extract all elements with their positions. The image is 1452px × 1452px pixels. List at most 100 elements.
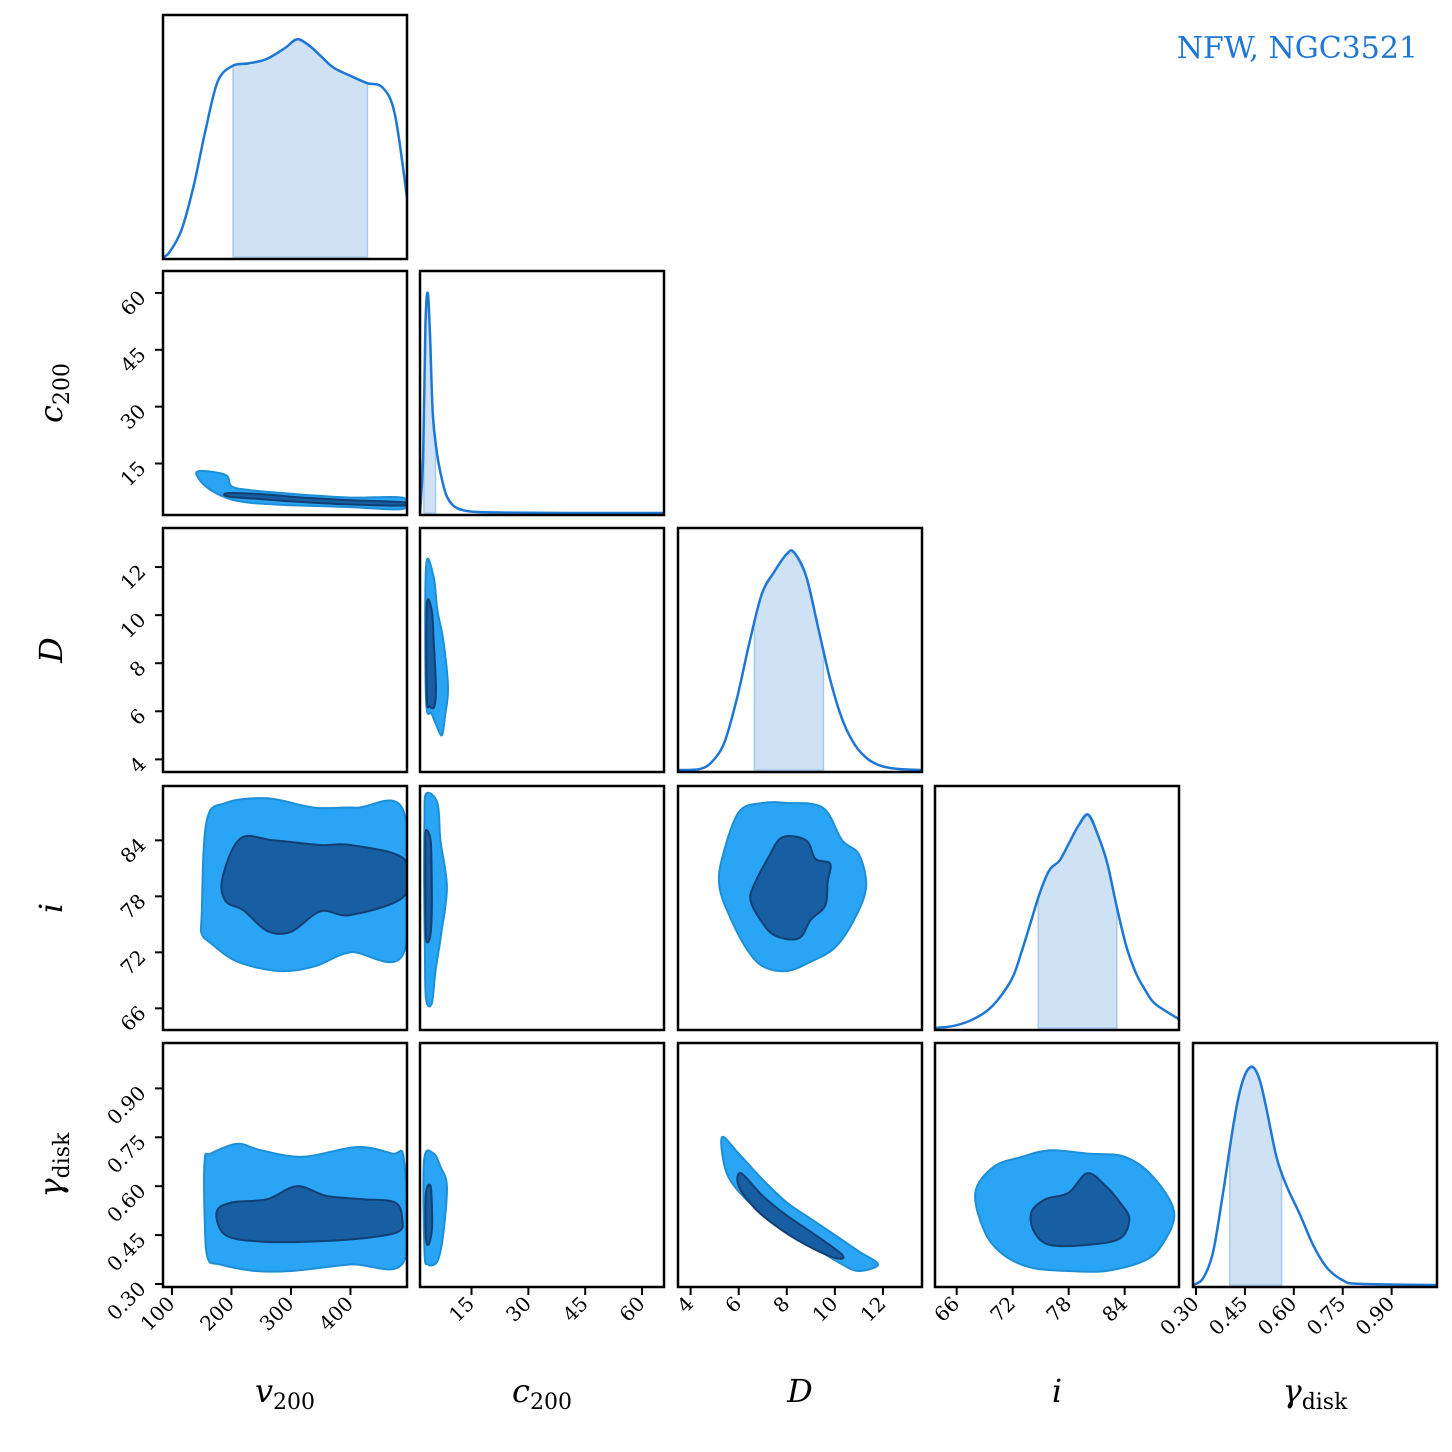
- marginal-panel-gamma_disk: [1192, 1065, 1438, 1287]
- x-axis-label-i: i: [1052, 1372, 1062, 1410]
- x-axis-label-v200: v200: [255, 1372, 315, 1415]
- panel-frame-4-3: [933, 1041, 1181, 1289]
- x-tick-label-gamma_disk: 0.75: [1302, 1292, 1350, 1340]
- posterior-line-v200: [162, 37, 409, 259]
- posterior-line-i: [934, 813, 1180, 1030]
- y-tick-label-i: 78: [116, 889, 151, 924]
- x-tick-label-v200: 200: [195, 1292, 239, 1336]
- panel-frame-1-1: [418, 269, 666, 517]
- y-tick-label-gamma_disk: 0.60: [102, 1179, 150, 1227]
- panel-frame-4-2: [676, 1041, 924, 1289]
- y-tick-label-D: 6: [125, 704, 151, 730]
- contour-inner-c200-i: [424, 829, 433, 944]
- x-tick-label-i: 78: [1041, 1292, 1076, 1327]
- contour-panel-c200-i: [423, 791, 448, 1008]
- x-axis-label-D: D: [786, 1372, 813, 1410]
- contour-panel-v200-i: [199, 797, 407, 973]
- y-axis-D: 4 6 8 10 12 D: [32, 560, 163, 778]
- x-tick-label-D: 12: [856, 1292, 891, 1327]
- credible-band-i: [1037, 814, 1118, 1029]
- x-tick-label-gamma_disk: 0.30: [1155, 1292, 1203, 1340]
- x-tick-label-v200: 400: [314, 1292, 358, 1336]
- contour-panel-c200-D: [424, 557, 450, 737]
- panel-frame-4-1: [418, 1041, 666, 1289]
- x-axis-i: 66 72 78 84 i: [929, 1287, 1132, 1410]
- x-tick-label-i: 66: [929, 1292, 964, 1327]
- contour-inner-v200-i: [220, 834, 407, 935]
- panel-frame-1-0: [161, 269, 409, 517]
- contour-inner-c200-D: [425, 598, 437, 710]
- marginal-panel-v200: [162, 37, 409, 259]
- x-tick-label-c200: 15: [444, 1292, 479, 1327]
- y-tick-label-i: 66: [116, 1001, 151, 1036]
- x-axis-label-c200: c200: [512, 1372, 572, 1415]
- contour-inner-v200-gamma_disk: [215, 1185, 404, 1244]
- y-axis-i: 66 72 78 84 i: [32, 833, 163, 1036]
- y-tick-label-c200: 60: [116, 286, 151, 321]
- contour-panel-c200-gamma_disk: [422, 1149, 448, 1267]
- y-tick-label-D: 8: [125, 656, 151, 682]
- x-tick-label-i: 84: [1097, 1292, 1132, 1327]
- contour-inner-v200-c200: [223, 492, 407, 507]
- x-tick-label-D: 6: [720, 1292, 746, 1318]
- y-axis-label-D: D: [32, 637, 70, 664]
- y-tick-label-D: 10: [116, 608, 151, 643]
- contour-inner-D-gamma_disk: [736, 1172, 845, 1260]
- posterior-line-gamma_disk: [1192, 1065, 1438, 1287]
- y-tick-label-gamma_disk: 0.75: [102, 1130, 150, 1178]
- x-tick-label-D: 4: [672, 1292, 698, 1318]
- panel-frame-0-0: [161, 13, 409, 261]
- y-axis-label-c200: c200: [32, 363, 75, 423]
- posterior-line-c200: [418, 291, 665, 515]
- panel-frame-3-3: [933, 784, 1181, 1032]
- contour-panel-v200-c200: [195, 469, 407, 511]
- x-tick-label-c200: 45: [558, 1292, 593, 1327]
- x-tick-label-D: 8: [768, 1292, 794, 1318]
- x-tick-label-c200: 60: [615, 1292, 650, 1327]
- x-tick-label-v200: 300: [255, 1292, 299, 1336]
- y-tick-label-D: 4: [125, 752, 151, 778]
- y-tick-label-c200: 45: [116, 342, 151, 377]
- contour-panel-v200-gamma_disk: [203, 1142, 407, 1273]
- y-tick-label-i: 72: [116, 945, 151, 980]
- x-axis-D: 4 6 8 10 12 D: [672, 1287, 890, 1410]
- x-tick-label-D: 10: [807, 1292, 842, 1327]
- y-axis-label-i: i: [32, 903, 70, 913]
- contour-inner-c200-gamma_disk: [424, 1183, 434, 1246]
- panel-frame-3-2: [676, 784, 924, 1032]
- x-axis-label-gamma_disk: γdisk: [1283, 1372, 1349, 1415]
- x-tick-label-i: 72: [985, 1292, 1020, 1327]
- credible-band-v200: [232, 38, 369, 258]
- contour-panel-D-gamma_disk: [720, 1135, 880, 1273]
- panel-frame-4-0: [161, 1041, 409, 1289]
- panel-frame-4-4: [1191, 1041, 1439, 1289]
- marginal-panel-c200: [418, 291, 665, 515]
- y-axis-c200: 15 30 45 60 c200: [32, 286, 163, 491]
- marginal-panel-D: [677, 549, 923, 772]
- y-tick-label-c200: 15: [116, 456, 151, 491]
- marginal-panel-i: [934, 813, 1180, 1030]
- x-tick-label-gamma_disk: 0.60: [1253, 1292, 1301, 1340]
- y-tick-label-D: 12: [116, 560, 151, 595]
- contour-inner-i-gamma_disk: [1029, 1172, 1131, 1248]
- x-tick-label-c200: 30: [501, 1292, 536, 1327]
- x-tick-label-gamma_disk: 0.90: [1351, 1292, 1399, 1340]
- panel-frame-3-0: [161, 784, 409, 1032]
- posterior-line-D: [677, 549, 923, 772]
- panel-frame-2-1: [418, 526, 666, 774]
- y-tick-label-gamma_disk: 0.90: [102, 1081, 150, 1129]
- panel-frame-3-1: [418, 784, 666, 1032]
- x-axis-c200: 15 30 45 60 c200: [444, 1287, 650, 1415]
- y-tick-label-c200: 30: [116, 399, 151, 434]
- model-annotation: NFW, NGC3521: [1177, 31, 1418, 66]
- y-axis-label-gamma_disk: γdisk: [32, 1132, 75, 1198]
- panel-frame-2-2: [676, 526, 924, 774]
- y-tick-label-i: 84: [116, 833, 151, 868]
- contour-panel-D-i: [717, 801, 868, 973]
- panel-frame-2-0: [161, 526, 409, 774]
- y-tick-label-gamma_disk: 0.45: [102, 1228, 150, 1276]
